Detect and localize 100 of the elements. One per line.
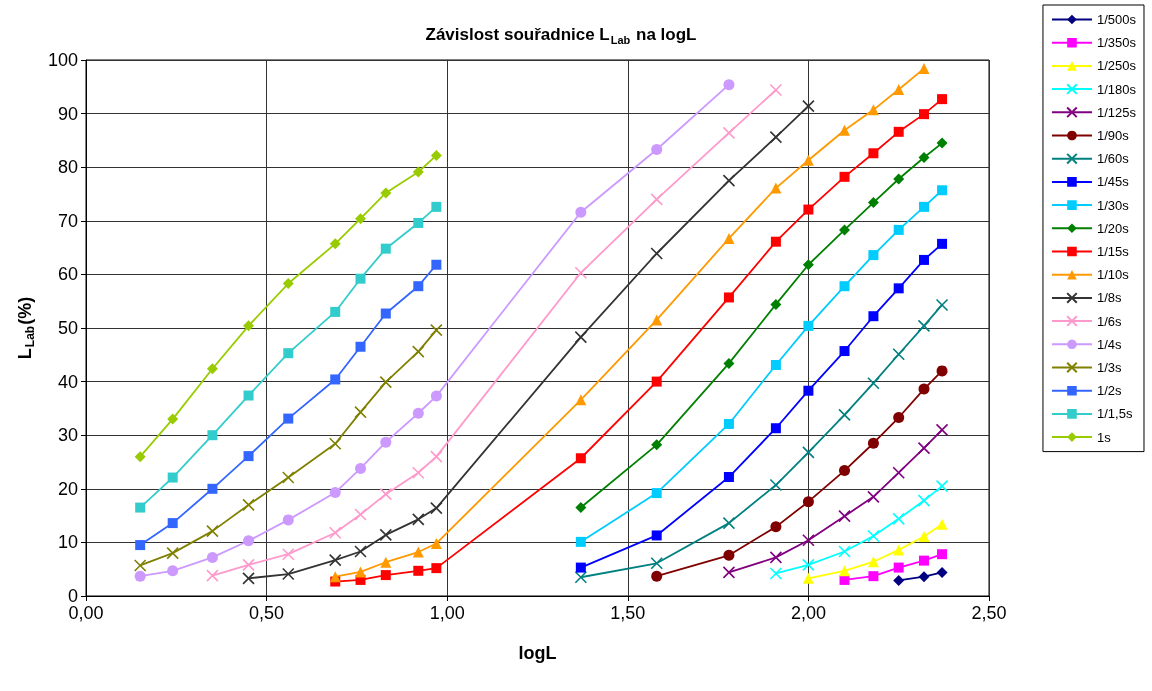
point [838, 509, 851, 523]
point [431, 259, 442, 270]
x-tick-label: 1,00 [429, 603, 465, 623]
x-tick-label: 2,50 [971, 603, 1007, 623]
point [206, 363, 218, 375]
point [769, 130, 783, 144]
point [281, 567, 295, 581]
point [723, 79, 735, 91]
point [722, 126, 736, 140]
legend-label: 1/8s [1096, 290, 1123, 306]
point [802, 533, 815, 547]
point [892, 347, 905, 361]
point [802, 496, 814, 508]
point [283, 413, 294, 424]
point [574, 330, 588, 344]
y-tick-label: 70 [57, 210, 78, 231]
point [430, 390, 442, 402]
y-tick-label: 40 [57, 371, 78, 392]
point [413, 217, 424, 228]
point [135, 502, 146, 513]
y-tick-label: 0 [67, 586, 78, 606]
point [723, 357, 735, 369]
point [918, 109, 929, 120]
point [893, 283, 904, 294]
point [803, 385, 814, 396]
legend-label: 1/350s [1096, 35, 1137, 51]
point [839, 281, 850, 292]
point [430, 501, 443, 515]
point [723, 418, 734, 429]
point [329, 238, 341, 250]
point [893, 224, 904, 235]
point [936, 518, 948, 530]
legend-label: 1/10s [1096, 267, 1130, 283]
point [651, 144, 663, 156]
point [935, 479, 949, 493]
point [918, 571, 930, 583]
point [243, 390, 254, 401]
point [431, 563, 442, 574]
point [839, 346, 850, 357]
point [412, 345, 425, 358]
point [651, 376, 662, 387]
point [282, 278, 294, 290]
point [893, 412, 905, 424]
point [838, 408, 851, 422]
point [651, 488, 662, 499]
legend-label: 1/90s [1096, 128, 1130, 143]
point [574, 570, 588, 584]
point [379, 528, 393, 542]
point [893, 562, 904, 573]
point [330, 374, 341, 385]
point [206, 551, 218, 563]
legend-label: 1/3s [1096, 360, 1123, 375]
point [575, 394, 587, 406]
point [380, 436, 392, 448]
point [802, 572, 814, 584]
point [355, 566, 367, 578]
point [802, 99, 815, 113]
y-tick-label: 90 [57, 103, 78, 124]
point [723, 549, 735, 561]
point [918, 531, 930, 542]
point [935, 298, 949, 312]
legend-label: 1/30s [1096, 197, 1130, 213]
legend-label: 1/2s [1096, 383, 1123, 399]
point [893, 574, 905, 586]
legend-label: 1s [1096, 429, 1112, 445]
point [936, 566, 948, 578]
point [892, 512, 905, 526]
point [133, 559, 147, 572]
point [283, 348, 294, 359]
point [770, 359, 781, 370]
x-tick-label: 0,00 [68, 603, 104, 623]
point [135, 540, 146, 551]
point [430, 537, 442, 549]
point [207, 430, 218, 441]
point [867, 376, 880, 390]
legend-label: 1/45s [1096, 174, 1130, 190]
legend-label: 1/4s [1096, 336, 1123, 352]
point [802, 259, 814, 271]
point [354, 508, 367, 521]
point [803, 320, 814, 331]
point [380, 556, 392, 568]
point [722, 174, 736, 187]
point [413, 281, 424, 292]
point [918, 201, 929, 212]
point [281, 547, 295, 561]
point [243, 535, 255, 547]
point [355, 213, 367, 225]
point [839, 124, 851, 136]
point [867, 437, 879, 449]
point [769, 83, 783, 97]
point [412, 407, 424, 419]
point [918, 254, 929, 265]
point [430, 149, 442, 161]
point [242, 498, 255, 512]
legend-label: 1/1,5s [1096, 406, 1133, 422]
point [918, 152, 930, 164]
legend-label: 1/60s [1096, 151, 1130, 167]
point [838, 545, 851, 558]
point [839, 574, 850, 585]
point [412, 166, 424, 178]
